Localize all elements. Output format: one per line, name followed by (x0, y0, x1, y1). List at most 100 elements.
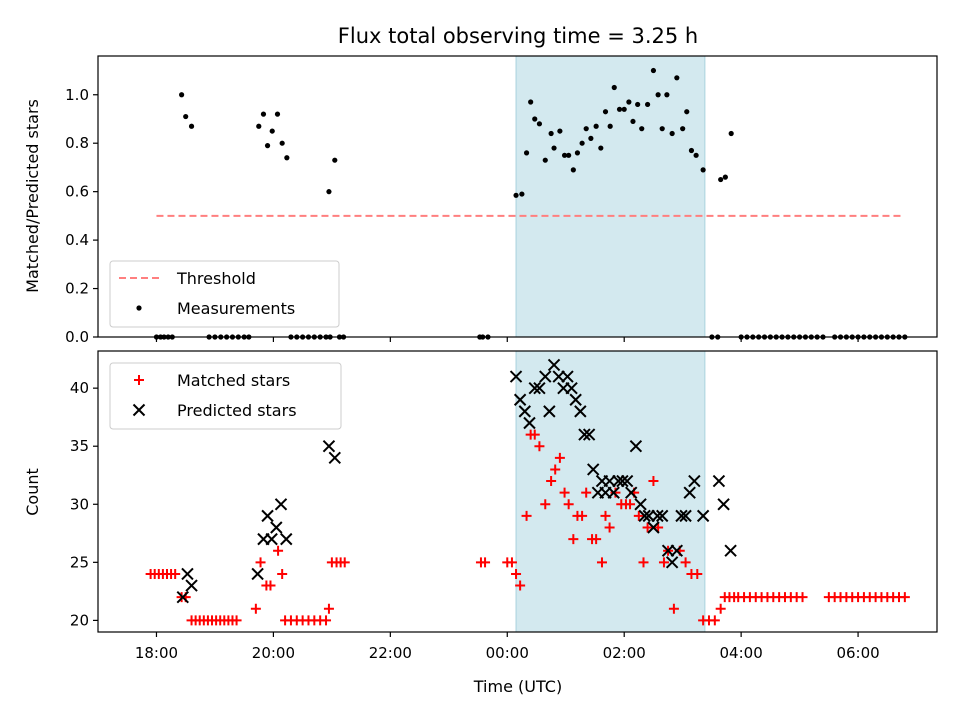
data-point (542, 157, 548, 163)
data-point (658, 557, 669, 568)
legend-marker (136, 305, 142, 311)
data-point (519, 191, 525, 197)
series-predicted-stars (176, 358, 737, 604)
bottom-y-axis-label: Count (23, 468, 42, 516)
data-point (611, 84, 617, 91)
data-point (604, 522, 615, 533)
data-point (603, 474, 616, 488)
axes-frame (97, 350, 938, 633)
data-point (323, 603, 334, 614)
data-point (621, 106, 627, 112)
y-tick-label: 0.6 (65, 183, 89, 201)
y-tick-label: 1.0 (65, 86, 89, 104)
data-point (688, 147, 695, 154)
top-panel: 0.0 0.2 0.4 0.6 0.8 1.0 Threshold Measurements (65, 55, 938, 346)
data-point (581, 487, 592, 498)
data-point (264, 143, 271, 149)
data-point (513, 192, 519, 198)
data-point (539, 370, 552, 383)
data-point (728, 130, 734, 137)
data-point (664, 92, 670, 98)
data-point (583, 126, 589, 132)
data-point (326, 189, 332, 195)
data-point (688, 474, 701, 488)
data-point (724, 544, 737, 557)
data-point (591, 534, 602, 545)
y-tick-label: 40 (70, 379, 89, 397)
legend: Matched stars Predicted stars (109, 362, 342, 430)
legend-label: Predicted stars (177, 401, 297, 420)
data-point (332, 157, 338, 163)
data-point (712, 474, 726, 488)
data-point (251, 567, 264, 581)
data-point (612, 474, 625, 488)
y-tick-label: 0.4 (65, 231, 89, 249)
data-point (506, 557, 517, 568)
data-point (626, 99, 632, 105)
data-point (610, 487, 621, 498)
data-point (625, 499, 636, 510)
data-point (260, 111, 267, 117)
y-tick-label: 35 (70, 437, 89, 455)
x-tick-label: 02:00 (603, 644, 646, 662)
data-point (647, 521, 660, 534)
data-point (521, 510, 532, 521)
data-point (565, 381, 578, 395)
data-point (185, 579, 198, 592)
data-point (274, 498, 288, 511)
data-point (659, 126, 665, 132)
data-point (480, 557, 491, 568)
data-point (675, 509, 688, 523)
legend-marker (134, 375, 144, 385)
observing-window-band (515, 55, 706, 338)
data-point (561, 370, 574, 383)
data-point (170, 568, 181, 579)
data-point (269, 128, 275, 134)
data-point (339, 557, 350, 568)
data-point (644, 101, 651, 108)
data-point (633, 510, 644, 521)
data-point (256, 123, 262, 129)
data-point (700, 167, 706, 173)
data-point (680, 126, 686, 132)
data-point (183, 113, 189, 120)
data-point (722, 174, 728, 180)
data-point (568, 534, 579, 545)
data-point (540, 499, 551, 510)
data-point (638, 509, 651, 523)
data-point (629, 440, 643, 453)
data-point (518, 405, 532, 418)
data-point (574, 405, 587, 418)
data-point (265, 580, 276, 591)
data-point (255, 557, 266, 568)
data-point (559, 487, 570, 498)
data-point (181, 567, 194, 581)
data-point (577, 510, 588, 521)
data-point (630, 118, 636, 125)
data-point (179, 92, 185, 98)
data-point (250, 603, 261, 614)
data-point (188, 123, 195, 129)
legend-label: Measurements (177, 299, 295, 318)
data-point (593, 123, 599, 129)
data-point (600, 510, 611, 521)
y-tick-label: 0.8 (65, 134, 89, 152)
data-point (551, 145, 557, 151)
data-point (670, 544, 684, 557)
data-point (270, 521, 283, 534)
data-point (683, 486, 696, 499)
data-point (528, 99, 534, 105)
data-point (261, 509, 274, 523)
data-point (536, 121, 543, 127)
x-tick-label: 18:00 (135, 644, 178, 662)
data-point (602, 109, 609, 115)
data-point (616, 106, 623, 112)
data-point (634, 498, 647, 511)
data-point (554, 452, 565, 463)
data-point (563, 499, 574, 510)
data-point (648, 476, 659, 487)
data-point (679, 509, 692, 523)
x-tick-label: 06:00 (836, 644, 879, 662)
data-point (692, 568, 703, 579)
